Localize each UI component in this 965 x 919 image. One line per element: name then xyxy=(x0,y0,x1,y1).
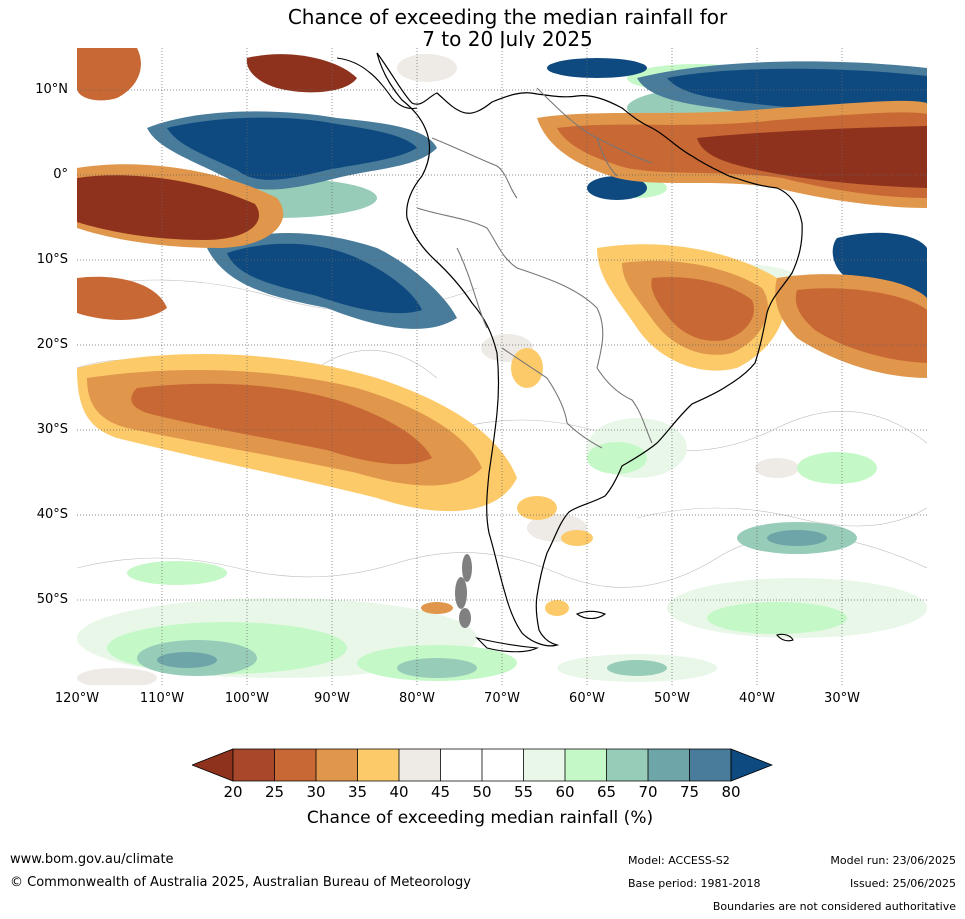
lon-label-60w: 60°W xyxy=(569,691,605,706)
lon-label-40w: 40°W xyxy=(739,691,775,706)
lat-label-10n: 10°N xyxy=(35,82,68,97)
country-borders xyxy=(416,87,653,449)
colorbar-tick-75: 75 xyxy=(679,783,700,801)
map-title-line-2: 7 to 20 July 2025 xyxy=(422,27,593,51)
colorbar-segment-40-45 xyxy=(399,749,441,781)
lat-label-10s: 10°S xyxy=(36,252,68,267)
colorbar-tick-60: 60 xyxy=(555,783,575,801)
colorbar-tick-30: 30 xyxy=(306,783,326,801)
colorbar-below-triangle xyxy=(192,748,234,782)
colorbar-segment-50-55 xyxy=(482,749,524,781)
lat-label-20s: 20°S xyxy=(36,337,68,352)
colorbar-tick-45: 45 xyxy=(430,783,451,801)
colorbar-segment-20-25 xyxy=(233,749,275,781)
lat-label-30s: 30°S xyxy=(36,422,68,437)
footer-issued: Issued: 25/06/2025 xyxy=(849,877,956,890)
lon-label-50w: 50°W xyxy=(654,691,690,706)
lon-label-80w: 80°W xyxy=(399,691,435,706)
footer-disclaimer: Boundaries are not considered authoritat… xyxy=(712,900,956,913)
colorbar-tick-70: 70 xyxy=(638,783,658,801)
footer-model-run: Model run: 23/06/2025 xyxy=(830,854,956,867)
rainfall-map xyxy=(77,48,927,685)
colorbar-segment-75-80 xyxy=(689,749,731,781)
central-america-coastline xyxy=(336,57,418,110)
footer-copyright: © Commonwealth of Australia 2025, Austra… xyxy=(10,875,471,890)
lon-label-70w: 70°W xyxy=(484,691,520,706)
colorbar-tick-35: 35 xyxy=(347,783,368,801)
lat-label-0: 0° xyxy=(53,167,68,182)
colorbar-segment-60-65 xyxy=(565,749,607,781)
map-title-line-1: Chance of exceeding the median rainfall … xyxy=(287,5,728,29)
rainfall-map-canvas xyxy=(77,48,927,685)
footer-base-period: Base period: 1981-2018 xyxy=(628,877,761,890)
colorbar-segment-70-75 xyxy=(648,749,690,781)
lon-label-90w: 90°W xyxy=(314,691,350,706)
colorbar-tick-40: 40 xyxy=(389,783,409,801)
colorbar-above-triangle xyxy=(730,748,773,782)
colorbar-tick-55: 55 xyxy=(513,783,534,801)
footer-website[interactable]: www.bom.gov.au/climate xyxy=(10,852,174,867)
colorbar-segment-45-50 xyxy=(440,749,482,781)
lon-label-100w: 100°W xyxy=(224,691,270,706)
colorbar-tick-20: 20 xyxy=(223,783,243,801)
chilean-fjords xyxy=(455,554,472,628)
colorbar-tick-25: 25 xyxy=(264,783,285,801)
colorbar-tick-80: 80 xyxy=(721,783,741,801)
rain-patches-below-40 xyxy=(77,48,927,616)
colorbar-segment-55-60 xyxy=(523,749,565,781)
lat-label-40s: 40°S xyxy=(36,507,68,522)
colorbar-tick-65: 65 xyxy=(596,783,617,801)
lat-label-50s: 50°S xyxy=(36,592,68,607)
colorbar-segment-35-40 xyxy=(357,749,399,781)
colorbar-label: Chance of exceeding median rainfall (%) xyxy=(306,808,654,828)
lon-label-110w: 110°W xyxy=(139,691,185,706)
colorbar-segment-65-70 xyxy=(606,749,648,781)
footer-model: Model: ACCESS-S2 xyxy=(628,854,730,867)
colorbar-segment-30-35 xyxy=(316,749,358,781)
colorbar xyxy=(192,748,773,782)
lon-label-30w: 30°W xyxy=(824,691,860,706)
lon-label-120w: 120°W xyxy=(54,691,100,706)
islands xyxy=(475,610,794,653)
colorbar-segment-25-30 xyxy=(274,749,316,781)
colorbar-tick-50: 50 xyxy=(472,783,492,801)
graticule xyxy=(77,48,927,685)
